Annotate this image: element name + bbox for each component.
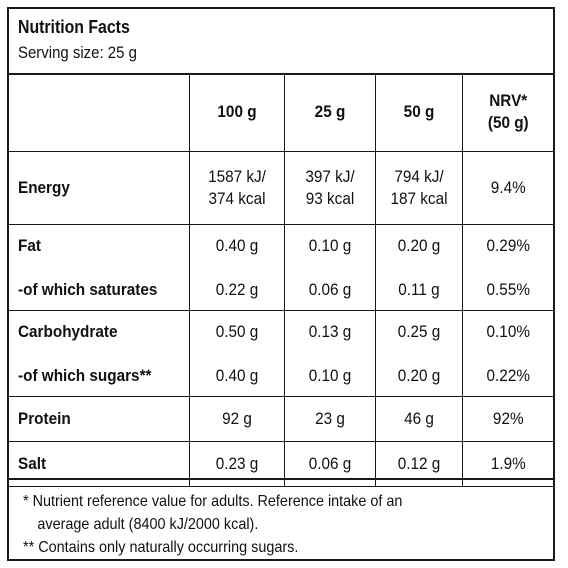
value-100g: 0.50 g 0.40 g [188,310,285,397]
value-nrv: 0.10% 0.22% [461,310,553,397]
nutrient-name: Protein [9,396,190,442]
table-row: Energy 1587 kJ/ 374 kcal 397 kJ/ 93 kcal… [9,151,553,225]
table-header-row: 100 g 25 g 50 g NRV* (50 g) [9,73,553,152]
table-row-group: Fat -of which saturates 0.40 g 0.22 g 0.… [9,224,553,311]
nutrition-header: Nutrition Facts Serving size: 25 g [9,9,553,75]
column-header-25g: 25 g [283,73,376,152]
value-50g: 0.25 g 0.20 g [374,310,463,397]
column-header-50g: 50 g [374,73,463,152]
value-100g: 1587 kJ/ 374 kcal [188,151,285,225]
value-nrv: 9.4% [461,151,553,225]
nutrient-name: Fat -of which saturates [9,224,190,311]
column-header-100g: 100 g [188,73,285,152]
value-25g: 0.13 g 0.10 g [283,310,376,397]
nutrient-name: Energy [9,151,190,225]
footnotes: * Nutrient reference value for adults. R… [9,478,553,559]
nutrition-facts-panel: Nutrition Facts Serving size: 25 g 100 g… [7,7,555,561]
value-100g: 0.40 g 0.22 g [188,224,285,311]
value-25g: 397 kJ/ 93 kcal [283,151,376,225]
column-header-nrv: NRV* (50 g) [461,73,553,152]
value-100g: 92 g [188,396,285,442]
value-nrv: 92% [461,396,553,442]
table-row-group: Carbohydrate -of which sugars** 0.50 g 0… [9,310,553,397]
footnote-sugars: ** Contains only naturally occurring sug… [23,539,299,556]
header-blank [9,73,190,152]
value-50g: 0.20 g 0.11 g [374,224,463,311]
value-25g: 0.10 g 0.06 g [283,224,376,311]
value-nrv: 0.29% 0.55% [461,224,553,311]
value-50g: 46 g [374,396,463,442]
footnote-nrv-continued: average adult (8400 kJ/2000 kcal). [37,516,259,533]
value-50g: 794 kJ/ 187 kcal [374,151,463,225]
table-row: Protein 92 g 23 g 46 g 92% [9,396,553,442]
nutrient-name: Carbohydrate -of which sugars** [9,310,190,397]
value-25g: 23 g [283,396,376,442]
nutrition-table: 100 g 25 g 50 g NRV* (50 g) Energy 1587 … [9,73,553,487]
serving-size: Serving size: 25 g [18,43,137,62]
footnote-nrv: * Nutrient reference value for adults. R… [23,493,403,510]
panel-title: Nutrition Facts [18,17,130,37]
